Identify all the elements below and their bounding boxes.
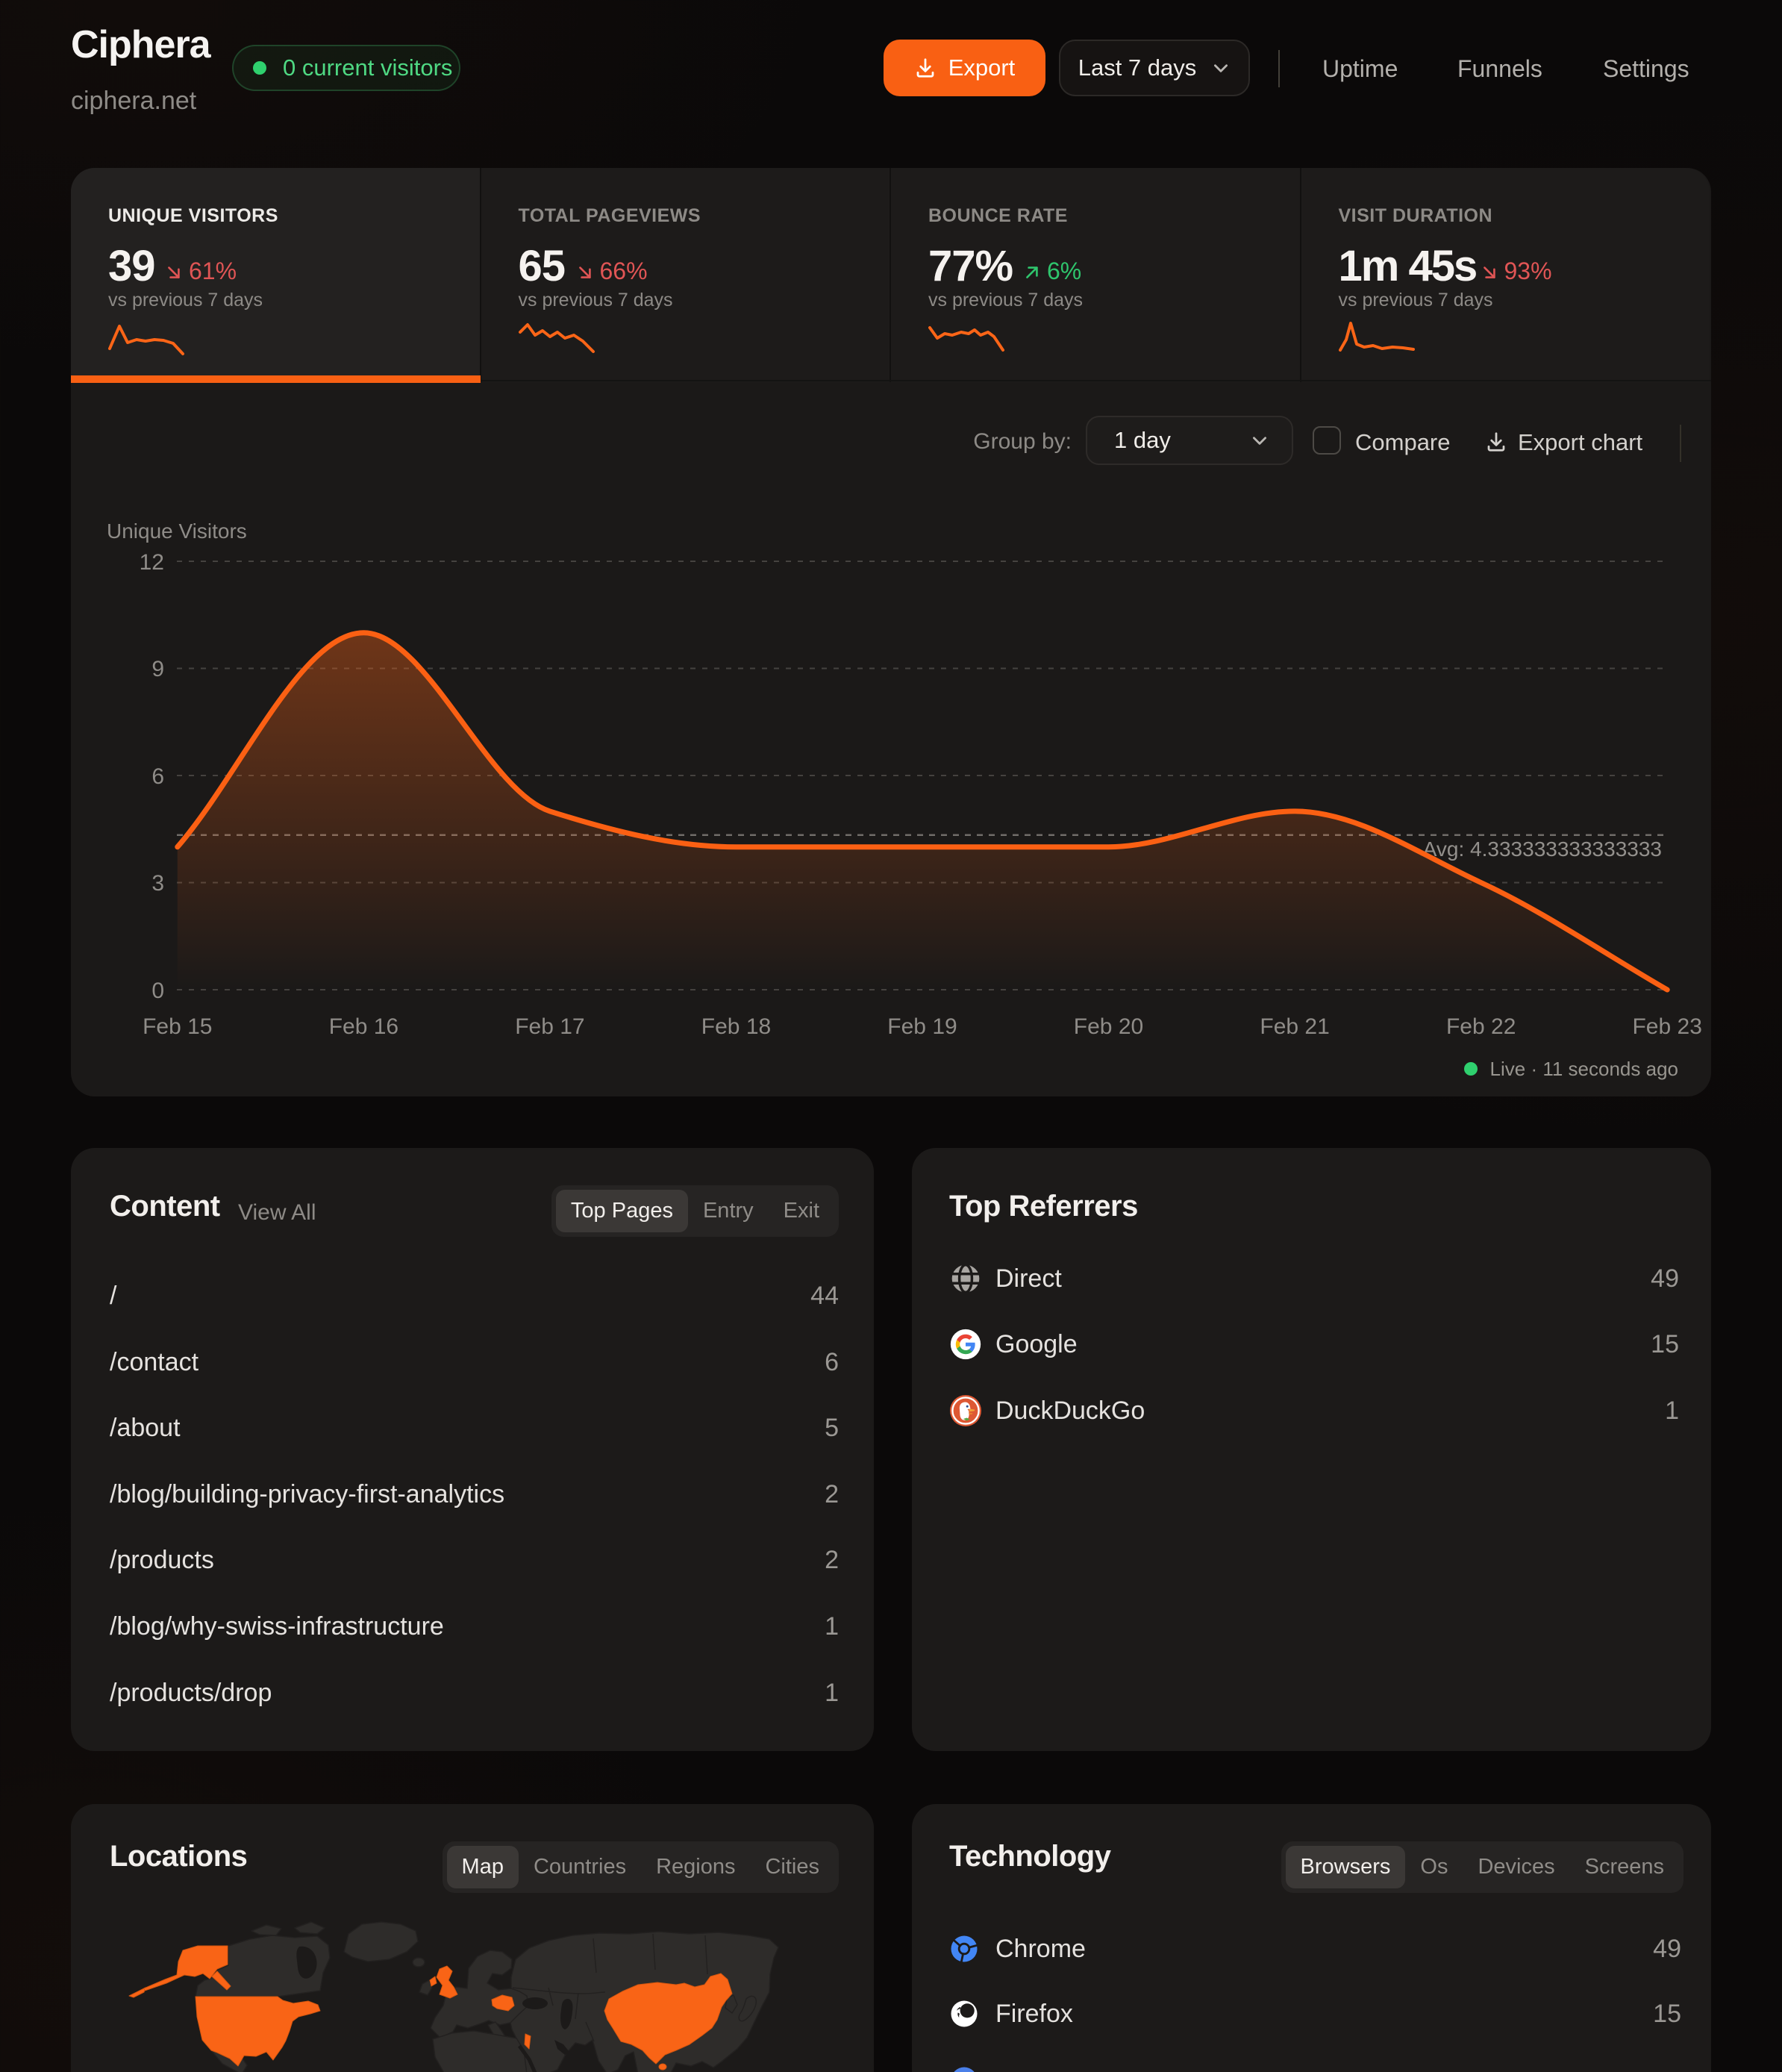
svg-text:Avg: 4.333333333333333: Avg: 4.333333333333333	[1423, 837, 1662, 861]
svg-text:Feb 15: Feb 15	[143, 1014, 212, 1039]
svg-text:3: 3	[151, 871, 164, 896]
svg-text:Live · 11 seconds ago: Live · 11 seconds ago	[1490, 1058, 1678, 1080]
svg-text:0: 0	[151, 979, 164, 1003]
svg-text:Unique Visitors: Unique Visitors	[107, 519, 247, 543]
svg-text:Feb 19: Feb 19	[887, 1014, 957, 1039]
svg-text:6: 6	[151, 764, 164, 789]
svg-text:Feb 18: Feb 18	[701, 1014, 771, 1039]
svg-text:12: 12	[140, 550, 164, 575]
svg-text:Feb 16: Feb 16	[329, 1014, 398, 1039]
svg-text:Feb 22: Feb 22	[1446, 1014, 1516, 1039]
svg-text:Feb 17: Feb 17	[515, 1014, 584, 1039]
svg-text:Feb 20: Feb 20	[1074, 1014, 1143, 1039]
svg-text:Feb 23: Feb 23	[1632, 1014, 1701, 1039]
svg-text:9: 9	[151, 657, 164, 681]
svg-text:Feb 21: Feb 21	[1260, 1014, 1329, 1039]
